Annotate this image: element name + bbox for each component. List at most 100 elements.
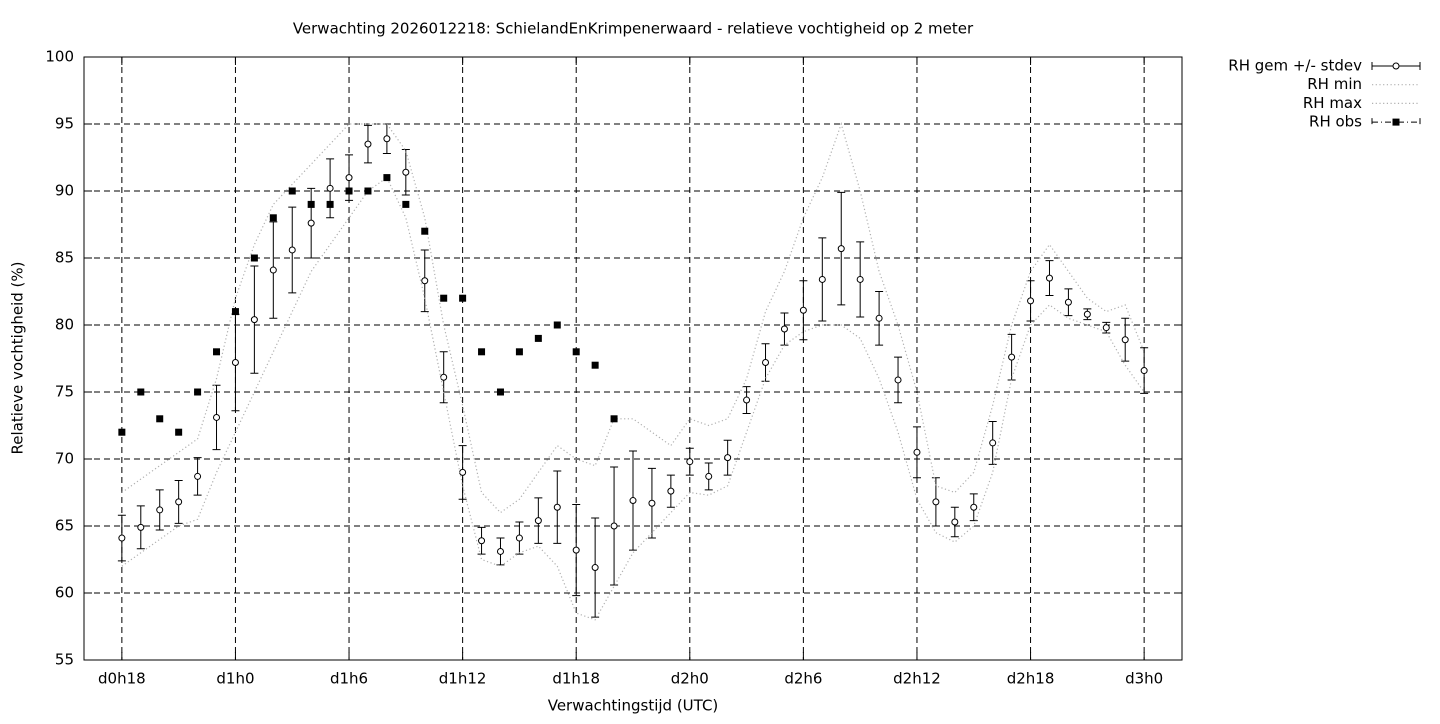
- point: [610, 522, 618, 530]
- point: [213, 413, 221, 421]
- point: [364, 140, 372, 148]
- point: [1064, 298, 1072, 306]
- x-tick-label: d2h6: [784, 670, 822, 688]
- point: [383, 174, 391, 182]
- point: [383, 135, 391, 143]
- point: [364, 187, 372, 195]
- point: [1008, 353, 1016, 361]
- point: [629, 497, 637, 505]
- point: [194, 472, 202, 480]
- point: [269, 214, 277, 222]
- point: [496, 547, 504, 555]
- point: [1045, 274, 1053, 282]
- point: [345, 174, 353, 182]
- y-tick-label: 60: [55, 584, 74, 602]
- point: [553, 503, 561, 511]
- y-tick-label: 70: [55, 450, 74, 468]
- point: [478, 348, 486, 356]
- point: [288, 187, 296, 195]
- y-tick-label: 55: [55, 651, 74, 669]
- point: [421, 277, 429, 285]
- point: [724, 454, 732, 462]
- x-tick-label: d1h12: [439, 670, 487, 688]
- point: [932, 498, 940, 506]
- line: [121, 176, 1145, 621]
- point: [440, 294, 448, 302]
- point: [440, 373, 448, 381]
- legend-label: RH max: [1303, 94, 1362, 112]
- point: [913, 448, 921, 456]
- point: [591, 564, 599, 572]
- y-tick-label: 95: [55, 115, 74, 133]
- legend-label: RH min: [1307, 75, 1362, 93]
- y-tick-label: 100: [45, 48, 74, 66]
- plot-frame: [83, 56, 1183, 661]
- point: [591, 361, 599, 369]
- point: [534, 334, 542, 342]
- point: [799, 306, 807, 314]
- point: [269, 266, 277, 274]
- y-tick-label: 75: [55, 383, 74, 401]
- point: [307, 200, 315, 208]
- point: [496, 388, 504, 396]
- x-tick-label: d0h18: [98, 670, 146, 688]
- legend-swatch: [1392, 118, 1400, 126]
- point: [762, 359, 770, 367]
- point: [648, 499, 656, 507]
- point: [231, 359, 239, 367]
- point: [1083, 310, 1091, 318]
- y-tick-label: 80: [55, 316, 74, 334]
- point: [875, 314, 883, 322]
- point: [402, 200, 410, 208]
- line: [121, 122, 1145, 514]
- point: [326, 200, 334, 208]
- y-tick-label: 90: [55, 182, 74, 200]
- legend-swatch: [1371, 118, 1421, 127]
- y-axis-title: Relatieve vochtigheid (%): [9, 261, 27, 454]
- point: [818, 275, 826, 283]
- x-tick-label: d1h0: [216, 670, 254, 688]
- y-tick-label: 65: [55, 517, 74, 535]
- point: [250, 316, 258, 324]
- point: [572, 348, 580, 356]
- point: [175, 428, 183, 436]
- point: [175, 498, 183, 506]
- point: [459, 294, 467, 302]
- point: [837, 245, 845, 253]
- x-tick-label: d2h18: [1007, 670, 1055, 688]
- point: [194, 388, 202, 396]
- point: [1140, 367, 1148, 375]
- point: [610, 415, 618, 423]
- point: [213, 348, 221, 356]
- point: [250, 254, 258, 262]
- point: [118, 428, 126, 436]
- point: [894, 376, 902, 384]
- point: [951, 518, 959, 526]
- point: [686, 458, 694, 466]
- point: [989, 439, 997, 447]
- point: [856, 275, 864, 283]
- chart-title: Verwachting 2026012218: SchielandEnKrimp…: [293, 20, 974, 38]
- x-tick-label: d1h6: [330, 670, 368, 688]
- x-tick-label: d3h0: [1125, 670, 1163, 688]
- point: [1102, 324, 1110, 332]
- point: [970, 503, 978, 511]
- point: [156, 506, 164, 514]
- point: [288, 246, 296, 254]
- point: [156, 415, 164, 423]
- point: [326, 184, 334, 192]
- x-axis-title: Verwachtingstijd (UTC): [548, 697, 719, 715]
- legend-label: RH obs: [1309, 113, 1362, 131]
- point: [743, 396, 751, 404]
- y-tick-label: 85: [55, 249, 74, 267]
- point: [1027, 297, 1035, 305]
- point: [402, 168, 410, 176]
- point: [572, 546, 580, 554]
- point: [307, 219, 315, 227]
- x-tick-label: d2h0: [671, 670, 709, 688]
- x-tick-label: d1h18: [552, 670, 600, 688]
- point: [137, 388, 145, 396]
- point: [553, 321, 561, 329]
- point: [667, 487, 675, 495]
- point: [231, 308, 239, 316]
